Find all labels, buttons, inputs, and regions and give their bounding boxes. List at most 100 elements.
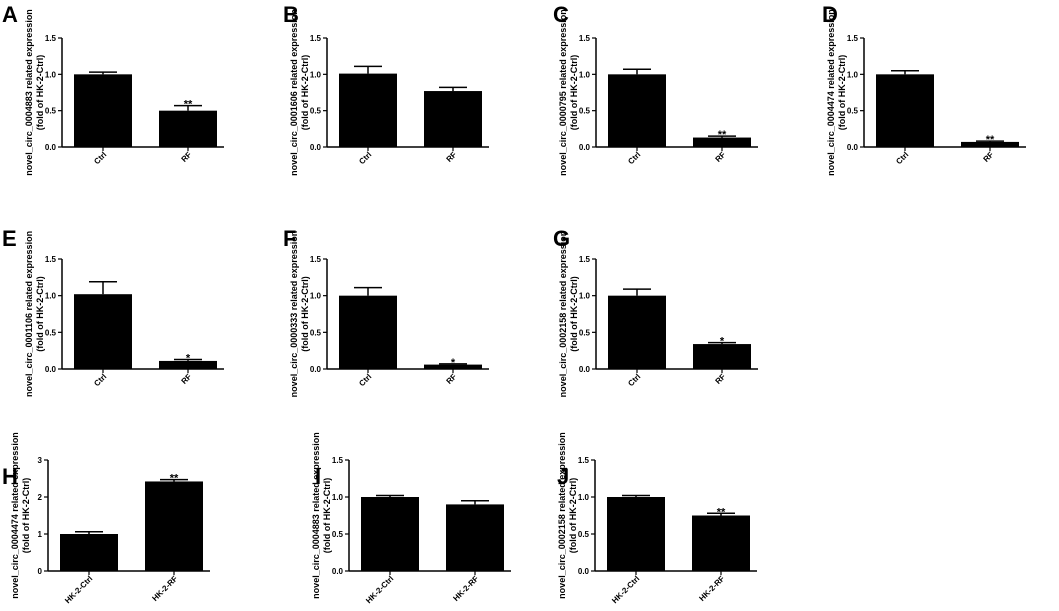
y-tick-label: 0.5	[310, 328, 322, 337]
y-tick-label: 2	[38, 493, 43, 502]
y-axis-title: novel_circ_0004883 related expression	[311, 432, 321, 599]
y-tick-label: 1.0	[45, 70, 57, 79]
bar	[693, 137, 751, 147]
bar	[961, 141, 1019, 147]
y-tick-label: 1.5	[847, 34, 859, 43]
panel-letter: G	[553, 226, 570, 251]
y-axis-subtitle: (fold of HK-2-Ctrl)	[569, 55, 579, 130]
bar	[60, 534, 118, 571]
y-tick-label: 0.0	[45, 365, 57, 374]
y-tick-label: 0.0	[579, 365, 591, 374]
bar	[424, 364, 482, 369]
panel-letter: J	[557, 464, 569, 489]
panel-letter: B	[283, 2, 299, 27]
bar	[876, 74, 934, 147]
y-tick-label: 1.5	[579, 255, 591, 264]
y-axis-subtitle: (fold of HK-2-Ctrl)	[300, 276, 310, 351]
x-tick-label: HK-2-RF	[150, 574, 179, 603]
x-tick-label: Ctrl	[626, 372, 642, 388]
y-axis-title: novel_circ_0002158 related expression	[558, 231, 568, 398]
x-tick-label: RF	[180, 372, 194, 386]
bar	[74, 74, 132, 147]
y-tick-label: 1.5	[45, 34, 57, 43]
panel-letter: C	[553, 2, 569, 27]
y-tick-label: 1.0	[310, 70, 322, 79]
x-tick-label: Ctrl	[894, 150, 910, 166]
y-tick-label: 1.0	[579, 70, 591, 79]
y-tick-label: 3	[38, 456, 43, 465]
x-tick-label: Ctrl	[626, 150, 642, 166]
bar	[145, 481, 203, 571]
y-axis-subtitle: (fold of HK-2-Ctrl)	[300, 55, 310, 130]
y-axis-subtitle: (fold of HK-2-Ctrl)	[569, 276, 579, 351]
x-tick-label: RF	[714, 150, 728, 164]
y-tick-label: 1.0	[578, 493, 590, 502]
y-tick-label: 0.0	[578, 567, 590, 576]
bar	[608, 295, 666, 369]
bar	[159, 110, 217, 147]
x-tick-label: HK-2-RF	[451, 574, 480, 603]
panel-letter: A	[2, 2, 18, 27]
y-tick-label: 0.0	[579, 143, 591, 152]
y-tick-label: 1.5	[579, 34, 591, 43]
y-tick-label: 1.0	[332, 493, 344, 502]
y-axis-title: novel_circ_0004474 related expression	[826, 9, 836, 176]
x-tick-label: Ctrl	[92, 150, 108, 166]
x-tick-label: RF	[445, 372, 459, 386]
y-axis-title: novel_circ_0000795 related expression	[558, 9, 568, 176]
panel-letter: F	[283, 226, 296, 251]
y-tick-label: 0.5	[45, 107, 57, 116]
y-tick-label: 1.0	[45, 292, 57, 301]
y-tick-label: 1.5	[45, 255, 57, 264]
x-tick-label: RF	[445, 150, 459, 164]
bar	[446, 504, 504, 571]
y-tick-label: 1.0	[847, 70, 859, 79]
y-axis-title: novel_circ_0002158 related expression	[557, 432, 567, 599]
significance-marker: *	[451, 357, 456, 369]
significance-marker: **	[184, 99, 193, 111]
y-tick-label: 0.0	[45, 143, 57, 152]
y-tick-label: 1.0	[310, 292, 322, 301]
y-tick-label: 1	[38, 530, 43, 539]
x-tick-label: RF	[982, 150, 996, 164]
y-tick-label: 0.5	[310, 107, 322, 116]
panel-letter: D	[822, 2, 838, 27]
y-tick-label: 0.5	[45, 328, 57, 337]
y-axis-subtitle: (fold of HK-2-Ctrl)	[21, 478, 31, 553]
bar	[339, 295, 397, 369]
bar	[159, 360, 217, 369]
significance-marker: *	[720, 336, 725, 348]
x-tick-label: Ctrl	[92, 372, 108, 388]
y-tick-label: 0.0	[310, 143, 322, 152]
x-tick-label: RF	[714, 372, 728, 386]
significance-marker: **	[986, 134, 995, 146]
y-tick-label: 0.0	[332, 567, 344, 576]
bar	[607, 497, 665, 571]
significance-marker: **	[170, 473, 179, 485]
y-axis-title: novel_circ_0004883 related expression	[24, 9, 34, 176]
y-tick-label: 0.5	[579, 328, 591, 337]
x-tick-label: RF	[180, 150, 194, 164]
x-tick-label: HK-2-RF	[697, 574, 726, 603]
y-tick-label: 1.5	[310, 255, 322, 264]
panel-letter: E	[2, 226, 17, 251]
y-axis-subtitle: (fold of HK-2-Ctrl)	[35, 276, 45, 351]
significance-marker: *	[186, 352, 191, 364]
y-tick-label: 1.0	[579, 292, 591, 301]
panel-letter: H	[2, 464, 18, 489]
y-axis-title: novel_circ_0001106 related expression	[24, 231, 34, 397]
bar	[424, 91, 482, 147]
y-tick-label: 0.5	[847, 107, 859, 116]
x-tick-label: HK-2-Ctrl	[364, 574, 395, 605]
x-tick-label: HK-2-Ctrl	[63, 574, 94, 605]
y-tick-label: 0	[38, 567, 43, 576]
y-axis-subtitle: (fold of HK-2-Ctrl)	[35, 55, 45, 130]
bar	[692, 515, 750, 571]
